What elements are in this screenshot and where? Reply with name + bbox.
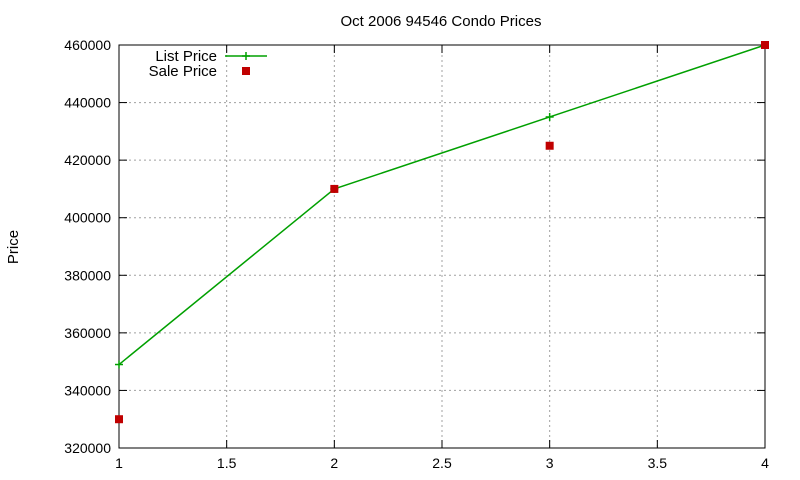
legend-plus-marker <box>242 52 250 60</box>
sale-price-point <box>761 41 769 49</box>
chart-title: Oct 2006 94546 Condo Prices <box>341 13 542 30</box>
grid-lines <box>119 45 765 448</box>
y-tick-label: 460000 <box>64 37 111 53</box>
y-axis-label: Price <box>5 230 22 264</box>
x-tick-label: 2.5 <box>432 455 452 471</box>
sale-price-point <box>330 184 339 193</box>
x-tick-label: 3 <box>546 455 554 471</box>
series-marks <box>115 41 769 424</box>
y-tick-label: 380000 <box>64 267 111 283</box>
y-tick-label: 340000 <box>64 382 111 398</box>
sale-price-point <box>115 415 123 424</box>
legend-square-marker <box>242 67 250 75</box>
legend-label: List Price <box>155 48 217 65</box>
legend-entry: Sale Price <box>149 63 250 80</box>
y-tick-label: 420000 <box>64 152 111 168</box>
list-price-point <box>115 360 123 369</box>
y-tick-label: 440000 <box>64 95 111 111</box>
x-tick-label: 4 <box>761 455 769 471</box>
legend-entry: List Price <box>155 48 267 65</box>
x-tick-label: 1 <box>115 455 123 471</box>
x-tick-label: 1.5 <box>217 455 237 471</box>
sale-price-point <box>545 141 554 150</box>
legend-label: Sale Price <box>149 63 217 80</box>
x-tick-label: 3.5 <box>648 455 668 471</box>
list-price-point <box>545 112 554 121</box>
y-tick-label: 400000 <box>64 210 111 226</box>
list-price-line <box>118 44 766 366</box>
y-tick-label: 320000 <box>64 440 111 456</box>
axis-ticks: 1 1.5 2 2.5 3 3.5 4 320000 340000 360000 380000 400… <box>64 37 769 471</box>
y-tick-label: 360000 <box>64 325 111 341</box>
x-tick-label: 2 <box>330 455 338 471</box>
